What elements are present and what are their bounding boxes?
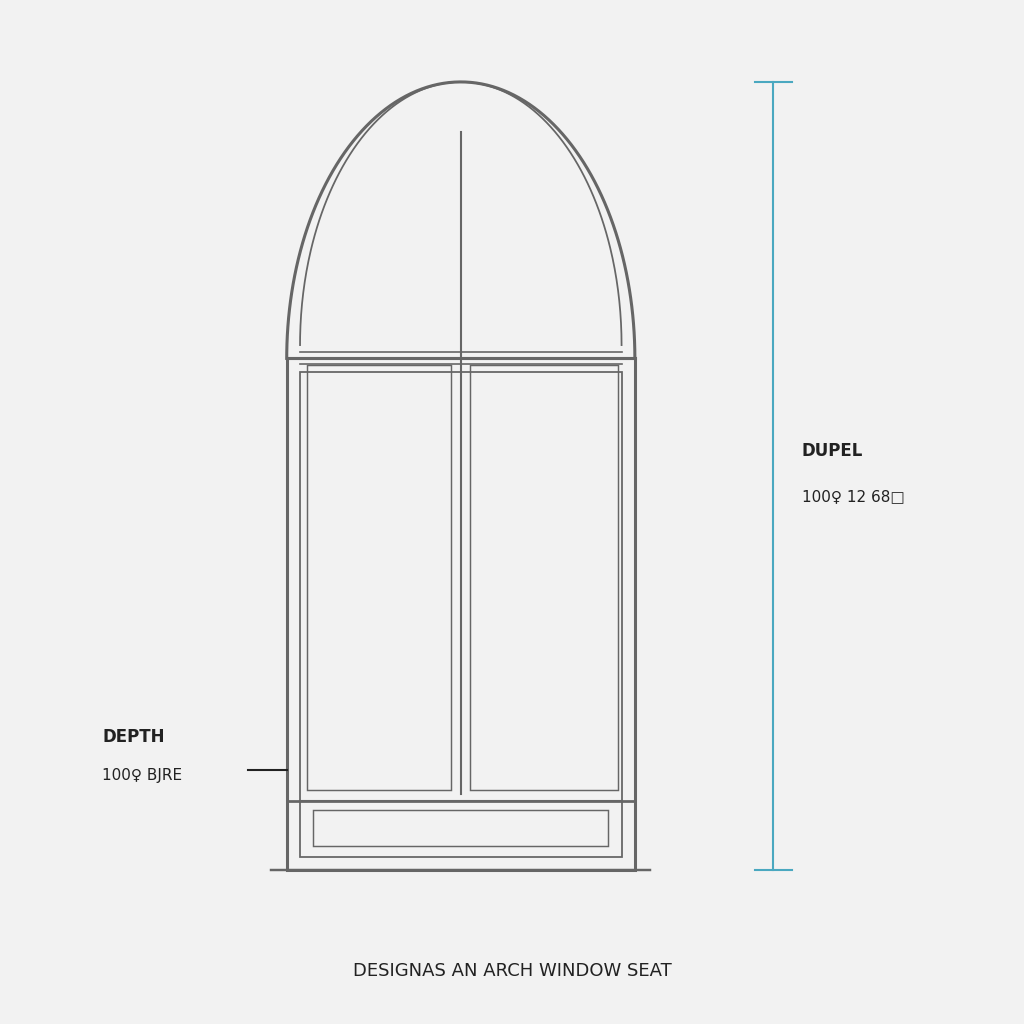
Bar [287, 358, 635, 870]
Bar [470, 366, 617, 791]
Bar [300, 372, 622, 857]
Text: 100♀ 12 68□: 100♀ 12 68□ [802, 489, 904, 504]
Text: DESIGNAS AN ARCH WINDOW SEAT: DESIGNAS AN ARCH WINDOW SEAT [352, 962, 672, 980]
Bar [307, 366, 452, 791]
Text: DEPTH: DEPTH [102, 728, 165, 746]
Text: 100♀ BJRE: 100♀ BJRE [102, 768, 182, 782]
Bar [313, 810, 608, 847]
Text: DUPEL: DUPEL [802, 441, 863, 460]
